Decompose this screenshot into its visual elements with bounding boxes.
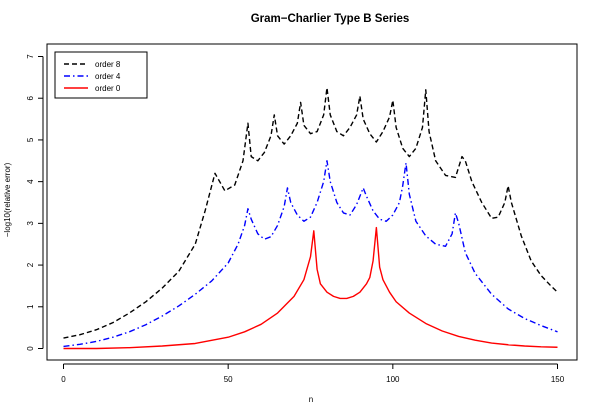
x-tick-label: 50 (224, 375, 233, 384)
chart-title: Gram−Charlier Type B Series (251, 13, 410, 25)
y-tick-label: 5 (26, 137, 35, 142)
y-tick-label: 6 (26, 95, 35, 100)
y-tick-label: 1 (26, 304, 35, 309)
x-tick-label: 100 (386, 375, 400, 384)
plot-frame (46, 43, 578, 361)
y-tick-label: 2 (26, 262, 35, 267)
x-tick-label: 150 (551, 375, 565, 384)
legend-box (54, 51, 148, 99)
x-axis-label: n (309, 395, 313, 404)
series-line-order-8 (63, 87, 558, 339)
legend-label: order 8 (95, 60, 121, 69)
y-tick-label: 4 (26, 179, 35, 184)
y-tick-label: 3 (26, 221, 35, 226)
x-tick-label: 0 (61, 375, 66, 384)
y-tick-label: 0 (26, 346, 35, 351)
legend-label: order 4 (95, 72, 121, 81)
legend: order 8 order 4 order 0 (54, 51, 148, 99)
y-tick-label: 7 (26, 54, 35, 59)
y-axis-label: −log10(relative error) (3, 162, 12, 237)
series-layer (63, 87, 558, 350)
series-line-order-0 (63, 226, 558, 350)
legend-label: order 0 (95, 84, 121, 93)
axes-layer: 0 50 100 150 0 1 2 3 4 5 6 7 (26, 54, 565, 384)
